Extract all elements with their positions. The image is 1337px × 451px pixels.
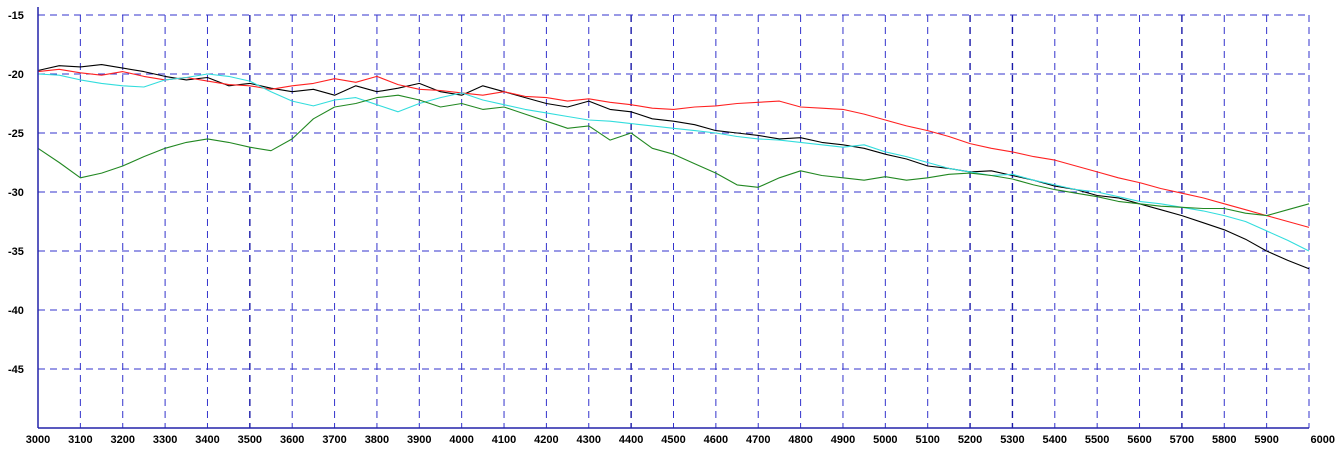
y-tick-labels: -15 -20 -25 -30 -35 -40 -45 [8,10,24,376]
x-tick-label: 3700 [322,434,346,446]
y-tick-label: -15 [8,10,24,22]
x-tick-label: 5600 [1127,434,1151,446]
y-tick-label: -25 [8,128,24,140]
y-tick-label: -35 [8,246,24,258]
x-tick-label: 4900 [831,434,855,446]
series-line-1 [37,64,1310,270]
x-tick-label: 4600 [704,434,728,446]
y-tick-label: -40 [8,305,24,317]
y-tick-label: -30 [8,187,24,199]
x-tick-label: 3000 [26,434,50,446]
chart-series [37,64,1310,270]
x-tick-label: 6000 [1311,434,1335,446]
x-tick-label: 5100 [915,434,939,446]
x-tick-label: 4400 [619,434,643,446]
x-tick-label: 4500 [661,434,685,446]
x-tick-labels: 3000 3100 3200 3300 3400 3500 3600 3700 3800 3900… [26,434,1335,446]
series-line-2 [37,68,1310,228]
y-tick-label: -45 [8,364,24,376]
x-tick-label: 3600 [280,434,304,446]
x-tick-label: 3300 [153,434,177,446]
x-tick-label: 3200 [110,434,134,446]
x-tick-label: 4200 [534,434,558,446]
x-tick-label: 3800 [365,434,389,446]
x-tick-label: 4000 [449,434,473,446]
x-tick-label: 5500 [1085,434,1109,446]
x-tick-label: 5900 [1254,434,1278,446]
x-tick-label: 3400 [195,434,219,446]
x-tick-label: 4700 [746,434,770,446]
x-tick-label: 3900 [407,434,431,446]
y-tick-label: -20 [8,69,24,81]
x-tick-label: 4300 [577,434,601,446]
x-tick-label: 5000 [873,434,897,446]
x-tick-label: 3500 [238,434,262,446]
x-tick-label: 4800 [788,434,812,446]
x-tick-label: 5300 [1000,434,1024,446]
x-tick-label: 5700 [1170,434,1194,446]
x-tick-label: 5200 [958,434,982,446]
x-tick-label: 5400 [1043,434,1067,446]
series-line-4 [37,94,1310,217]
x-tick-label: 5800 [1212,434,1236,446]
x-tick-label: 3100 [68,434,92,446]
series-line-3 [37,73,1310,252]
x-tick-label: 4100 [492,434,516,446]
